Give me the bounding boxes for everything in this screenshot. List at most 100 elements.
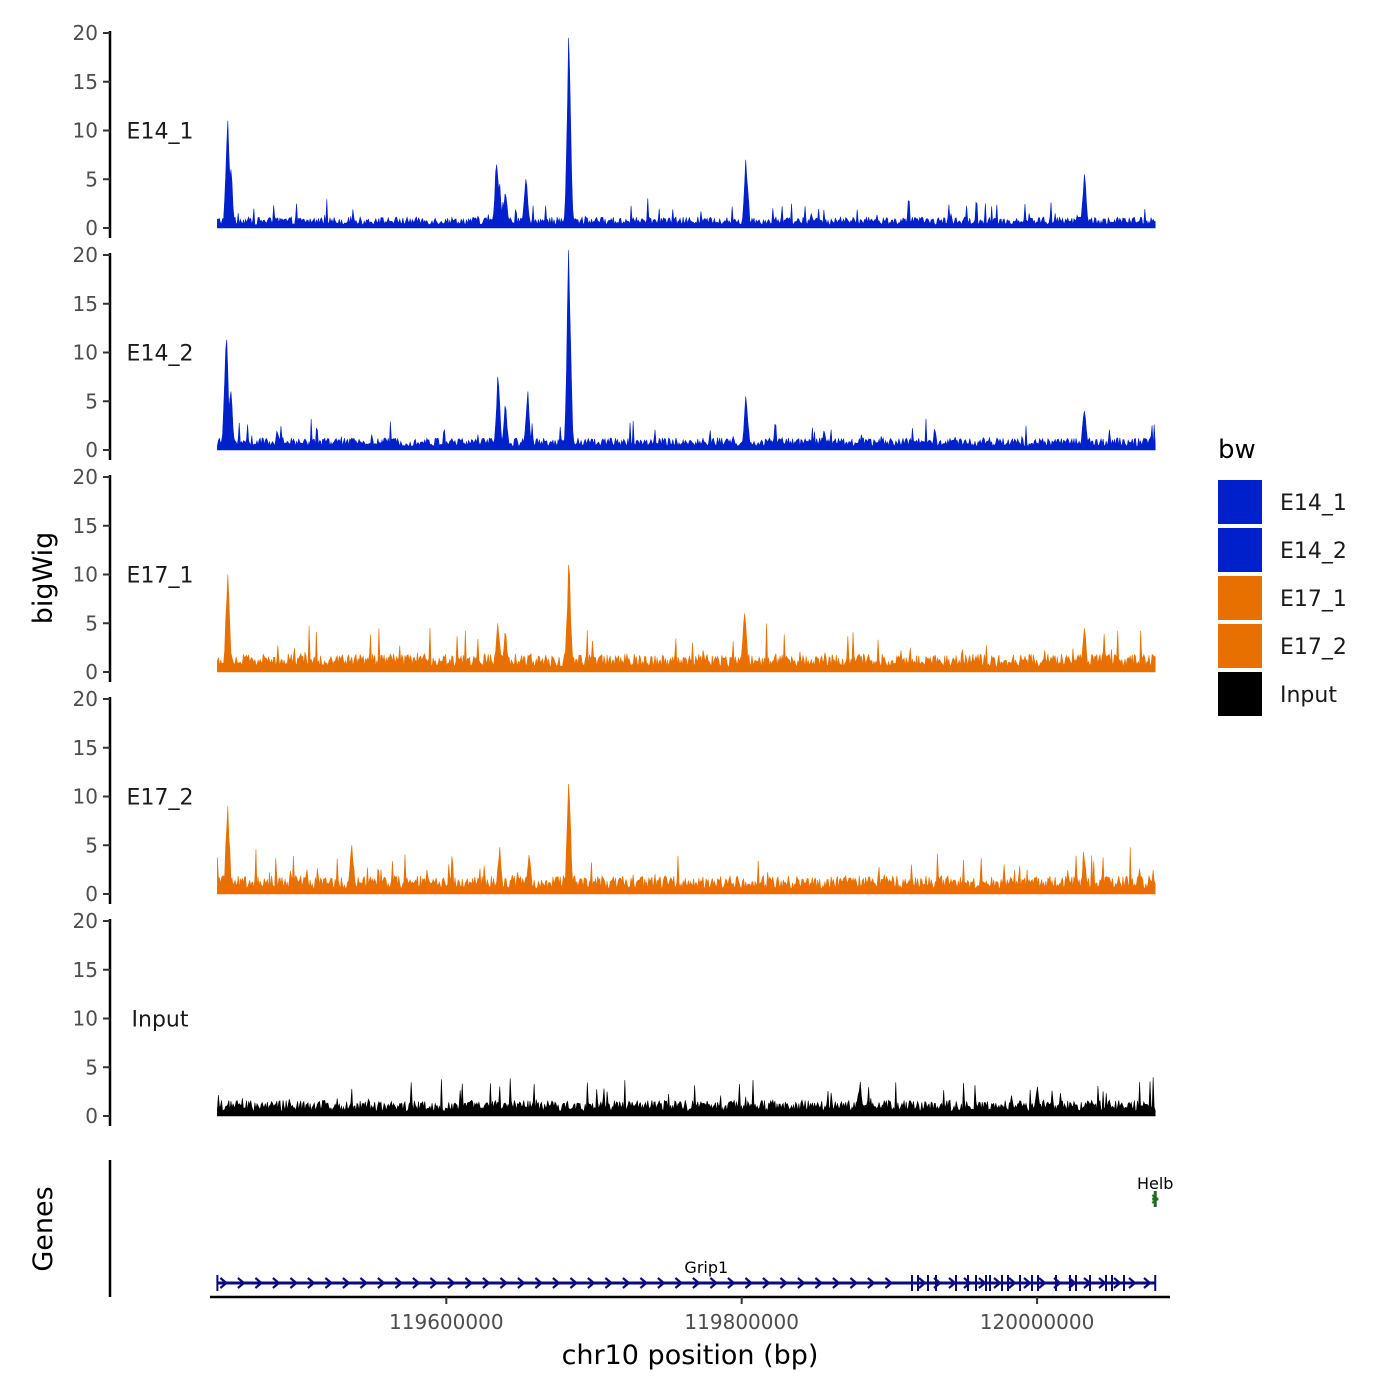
- strand-arrow: [534, 1277, 544, 1289]
- legend-swatch-E17_2: [1218, 624, 1262, 668]
- legend-label-E14_1: E14_1: [1280, 491, 1347, 516]
- strand-arrow: [1008, 1277, 1017, 1289]
- y-tick-label: 5: [85, 389, 98, 413]
- strand-arrow: [963, 1277, 972, 1289]
- strand-arrow: [324, 1277, 334, 1289]
- strand-arrow: [429, 1277, 439, 1289]
- strand-arrow: [884, 1277, 894, 1289]
- y-tick-label: 15: [73, 736, 98, 760]
- y-tick-label: 20: [73, 909, 98, 933]
- legend-label-Input: Input: [1280, 683, 1337, 708]
- strand-arrow: [377, 1277, 386, 1289]
- x-axis: 119600000 119800000 120000000 chr10 positio…: [210, 1295, 1170, 1371]
- track-E14_1: 0 5 10 15 20 E14_1: [73, 21, 1156, 240]
- y-tick-label: 0: [85, 1104, 98, 1128]
- y-tick-label: 20: [73, 465, 98, 489]
- coverage-area-E17_1: [217, 564, 1156, 673]
- y-tick-label: 0: [85, 438, 98, 462]
- strand-arrow: [849, 1277, 859, 1289]
- strand-arrow: [359, 1277, 369, 1289]
- strand-arrow: [499, 1277, 509, 1289]
- track-label: E17_1: [127, 564, 194, 589]
- y-tick-label: 10: [73, 119, 98, 143]
- strand-arrow: [342, 1277, 351, 1289]
- gene-Helb: Helb: [1137, 1174, 1173, 1207]
- gene-label: Helb: [1137, 1174, 1173, 1193]
- legend: bw E14_1 E14_2 E17_1 E17_2 Input: [1218, 435, 1347, 716]
- legend-title: bw: [1218, 435, 1256, 465]
- strand-arrow: [1151, 1194, 1159, 1204]
- strand-arrow: [604, 1277, 614, 1289]
- strand-arrow: [587, 1277, 596, 1289]
- gene-Grip1: Grip1: [216, 1258, 1157, 1291]
- strand-arrow: [933, 1277, 942, 1289]
- y-tick-label: 5: [85, 1055, 98, 1079]
- strand-arrow: [1113, 1277, 1122, 1289]
- y-tick-label: 10: [73, 785, 98, 809]
- strand-arrow: [1083, 1277, 1092, 1289]
- strand-arrow: [412, 1277, 421, 1289]
- strand-arrow: [1128, 1277, 1137, 1289]
- strand-arrow: [254, 1277, 264, 1289]
- y-tick-label: 10: [73, 563, 98, 587]
- x-tick-label: 120000000: [980, 1310, 1095, 1334]
- y-tick-label: 0: [85, 660, 98, 684]
- strand-arrow: [464, 1277, 474, 1289]
- coverage-area-E17_2: [217, 783, 1156, 895]
- strand-arrow: [867, 1277, 876, 1289]
- track-label: E14_2: [127, 342, 194, 367]
- legend-swatch-E14_1: [1218, 480, 1262, 524]
- legend-swatch-E17_1: [1218, 576, 1262, 620]
- strand-arrow: [307, 1277, 316, 1289]
- y-tick-label: 0: [85, 882, 98, 906]
- track-E17_2: 0 5 10 15 20 E17_2: [73, 687, 1156, 906]
- strand-arrow: [219, 1277, 229, 1289]
- strand-arrow: [918, 1277, 927, 1289]
- x-axis-title: chr10 position (bp): [562, 1340, 819, 1371]
- strand-arrow: [657, 1277, 666, 1289]
- legend-swatch-Input: [1218, 672, 1262, 716]
- strand-arrow: [832, 1277, 841, 1289]
- strand-arrow: [1098, 1277, 1107, 1289]
- y-tick-label: 0: [85, 216, 98, 240]
- legend-label-E14_2: E14_2: [1280, 539, 1347, 564]
- y-tick-label: 15: [73, 70, 98, 94]
- strand-arrow: [639, 1277, 649, 1289]
- strand-arrow: [692, 1277, 701, 1289]
- legend-swatch-E14_2: [1218, 528, 1262, 572]
- x-tick-label: 119600000: [389, 1310, 504, 1334]
- y-tick-label: 10: [73, 1007, 98, 1031]
- y-tick-label: 5: [85, 833, 98, 857]
- strand-arrow: [797, 1277, 806, 1289]
- strand-arrow: [272, 1277, 281, 1289]
- strand-arrow: [622, 1277, 631, 1289]
- legend-label-E17_2: E17_2: [1280, 635, 1347, 660]
- y-axis-title: bigWig: [28, 532, 59, 625]
- strand-arrow: [1143, 1277, 1152, 1289]
- y-tick-label: 15: [73, 292, 98, 316]
- strand-arrow: [993, 1277, 1002, 1289]
- strand-arrow: [1053, 1277, 1062, 1289]
- strand-arrow: [394, 1277, 404, 1289]
- strand-arrow: [762, 1277, 771, 1289]
- strand-arrow: [552, 1277, 561, 1289]
- coverage-area-Input: [217, 1077, 1156, 1117]
- gene-label: Grip1: [684, 1258, 728, 1277]
- y-tick-label: 15: [73, 514, 98, 538]
- track-E17_1: 0 5 10 15 20 E17_1: [73, 465, 1156, 684]
- strand-arrow: [289, 1277, 299, 1289]
- y-tick-label: 15: [73, 958, 98, 982]
- strand-arrow: [727, 1277, 736, 1289]
- strand-arrow: [779, 1277, 789, 1289]
- y-tick-label: 20: [73, 21, 98, 45]
- track-label: Input: [132, 1008, 189, 1033]
- strand-arrow: [978, 1277, 987, 1289]
- strand-arrow: [674, 1277, 684, 1289]
- track-E14_2: 0 5 10 15 20 E14_2: [73, 243, 1156, 462]
- genes-axis-title: Genes: [28, 1186, 59, 1271]
- strand-arrow: [1038, 1277, 1047, 1289]
- coverage-area-E14_1: [217, 37, 1156, 229]
- strand-arrow: [482, 1277, 491, 1289]
- track-label: E17_2: [127, 786, 194, 811]
